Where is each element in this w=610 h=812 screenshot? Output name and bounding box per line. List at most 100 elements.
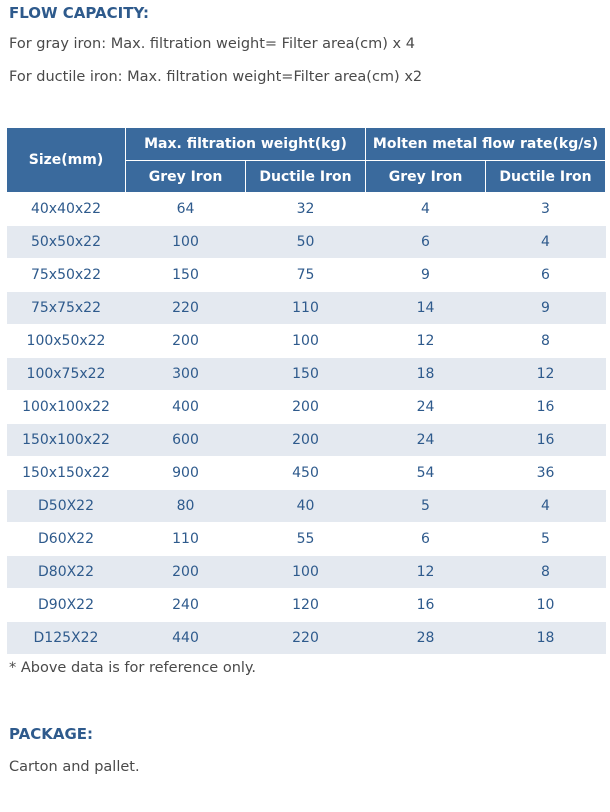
size-cell: 40x40x22 (6, 192, 126, 226)
size-cell: D60X22 (6, 522, 126, 556)
package-text: Carton and pallet. (9, 759, 140, 775)
value-cell: 64 (125, 192, 246, 226)
value-cell: 300 (125, 357, 246, 391)
value-cell: 55 (245, 522, 366, 556)
value-cell: 28 (365, 621, 486, 655)
value-cell: 16 (485, 423, 606, 457)
table-row: 75x75x22 220 110 14 9 (6, 291, 606, 325)
value-cell: 40 (245, 489, 366, 523)
value-cell: 5 (485, 522, 606, 556)
flow-capacity-title: FLOW CAPACITY: (9, 4, 150, 22)
value-cell: 18 (485, 621, 606, 655)
ductile-iron-note: For ductile iron: Max. filtration weight… (9, 69, 423, 85)
table-row: D60X22 110 55 6 5 (6, 522, 606, 556)
size-cell: 150x150x22 (6, 456, 126, 490)
value-cell: 100 (245, 324, 366, 358)
value-cell: 110 (245, 291, 366, 325)
sub-header-grey-iron: Grey Iron (365, 160, 486, 193)
value-cell: 100 (125, 225, 246, 259)
gray-iron-note: For gray iron: Max. filtration weight= F… (9, 36, 415, 52)
value-cell: 16 (485, 390, 606, 424)
value-cell: 75 (245, 258, 366, 292)
value-cell: 12 (365, 555, 486, 589)
value-cell: 12 (365, 324, 486, 358)
value-cell: 8 (485, 324, 606, 358)
value-cell: 6 (365, 522, 486, 556)
value-cell: 400 (125, 390, 246, 424)
sub-header-ductile-iron: Ductile Iron (484, 160, 607, 193)
value-cell: 24 (365, 423, 486, 457)
table-row: 100x100x22 400 200 24 16 (6, 390, 606, 424)
flow-rate-header: Molten metal flow rate(kg/s) (364, 127, 607, 161)
value-cell: 150 (125, 258, 246, 292)
value-cell: 150 (245, 357, 366, 391)
size-cell: 100x100x22 (6, 390, 126, 424)
value-cell: 240 (125, 588, 246, 622)
value-cell: 14 (365, 291, 486, 325)
size-header: Size(mm) (6, 127, 126, 193)
table-header: Size(mm) Max. filtration weight(kg) Molt… (6, 127, 607, 193)
value-cell: 200 (245, 390, 366, 424)
value-cell: 440 (125, 621, 246, 655)
value-cell: 200 (125, 555, 246, 589)
size-cell: D125X22 (6, 621, 126, 655)
size-cell: 75x50x22 (6, 258, 126, 292)
value-cell: 900 (125, 456, 246, 490)
table-row: D80X22 200 100 12 8 (6, 555, 606, 589)
value-cell: 16 (365, 588, 486, 622)
value-cell: 600 (125, 423, 246, 457)
table-row: 150x100x22 600 200 24 16 (6, 423, 606, 457)
table-row: 100x75x22 300 150 18 12 (6, 357, 606, 391)
value-cell: 10 (485, 588, 606, 622)
value-cell: 5 (365, 489, 486, 523)
size-cell: 50x50x22 (6, 225, 126, 259)
size-cell: 150x100x22 (6, 423, 126, 457)
value-cell: 220 (125, 291, 246, 325)
value-cell: 3 (485, 192, 606, 226)
value-cell: 200 (245, 423, 366, 457)
value-cell: 24 (365, 390, 486, 424)
value-cell: 9 (365, 258, 486, 292)
sub-header-grey-iron: Grey Iron (125, 160, 246, 193)
package-title: PACKAGE: (9, 725, 94, 743)
size-cell: 75x75x22 (6, 291, 126, 325)
size-cell: 100x50x22 (6, 324, 126, 358)
value-cell: 220 (245, 621, 366, 655)
value-cell: 4 (365, 192, 486, 226)
table-row: D50X22 80 40 5 4 (6, 489, 606, 523)
value-cell: 18 (365, 357, 486, 391)
value-cell: 9 (485, 291, 606, 325)
value-cell: 80 (125, 489, 246, 523)
size-cell: D50X22 (6, 489, 126, 523)
max-filtration-weight-header: Max. filtration weight(kg) (125, 127, 366, 161)
value-cell: 54 (365, 456, 486, 490)
value-cell: 50 (245, 225, 366, 259)
table-row: 50x50x22 100 50 6 4 (6, 225, 606, 259)
flow-capacity-table: Size(mm) Max. filtration weight(kg) Molt… (6, 127, 607, 655)
size-cell: 100x75x22 (6, 357, 126, 391)
table-body: 40x40x22 64 32 4 3 50x50x22 100 50 6 4 75x50x22 150… (6, 192, 606, 655)
size-cell: D90X22 (6, 588, 126, 622)
value-cell: 120 (245, 588, 366, 622)
value-cell: 110 (125, 522, 246, 556)
value-cell: 12 (485, 357, 606, 391)
value-cell: 4 (485, 225, 606, 259)
table-row: 100x50x22 200 100 12 8 (6, 324, 606, 358)
value-cell: 8 (485, 555, 606, 589)
table-row: 40x40x22 64 32 4 3 (6, 192, 606, 226)
value-cell: 6 (365, 225, 486, 259)
footnote: * Above data is for reference only. (9, 660, 257, 676)
table-row: 75x50x22 150 75 9 6 (6, 258, 606, 292)
value-cell: 36 (485, 456, 606, 490)
table-row: 150x150x22 900 450 54 36 (6, 456, 606, 490)
sub-header-ductile-iron: Ductile Iron (245, 160, 366, 193)
size-cell: D80X22 (6, 555, 126, 589)
value-cell: 450 (245, 456, 366, 490)
table-row: D125X22 440 220 28 18 (6, 621, 606, 655)
table-row: D90X22 240 120 16 10 (6, 588, 606, 622)
value-cell: 100 (245, 555, 366, 589)
value-cell: 32 (245, 192, 366, 226)
value-cell: 4 (485, 489, 606, 523)
value-cell: 6 (485, 258, 606, 292)
value-cell: 200 (125, 324, 246, 358)
